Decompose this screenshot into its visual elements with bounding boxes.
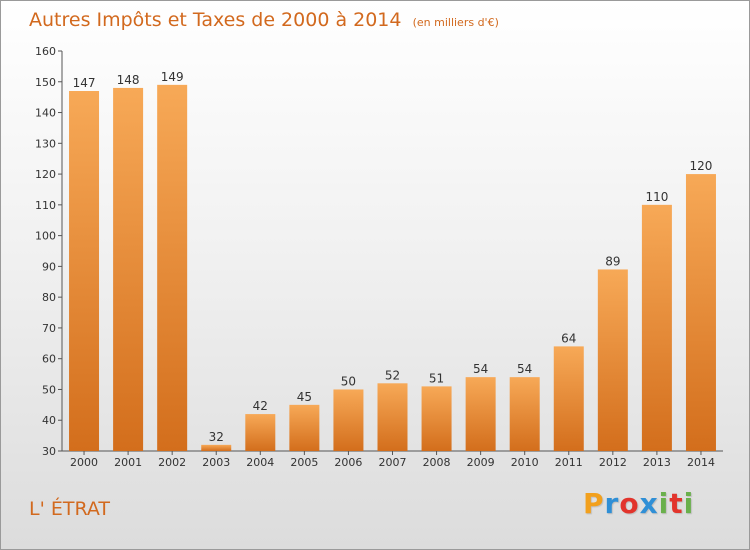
x-tick-label: 2007 — [379, 456, 407, 469]
chart-bars — [69, 84, 716, 452]
bar — [245, 414, 276, 451]
logo-letter: t — [669, 487, 684, 520]
x-tick-label: 2001 — [114, 456, 142, 469]
bar-value-label: 149 — [161, 70, 184, 84]
bar — [421, 386, 452, 451]
y-tick-label: 120 — [35, 168, 56, 181]
bar — [113, 87, 144, 451]
bar-value-label: 64 — [561, 331, 576, 345]
y-tick-label: 110 — [35, 199, 56, 212]
bar — [201, 444, 232, 451]
bar-value-label: 42 — [253, 399, 268, 413]
commune-name: L' ÉTRAT — [29, 498, 111, 520]
y-tick-label: 150 — [35, 76, 56, 89]
y-tick-label: 50 — [42, 383, 56, 396]
y-tick-label: 60 — [42, 353, 56, 366]
y-tick-label: 140 — [35, 107, 56, 120]
logo-letter: r — [604, 487, 620, 520]
x-tick-label: 2012 — [599, 456, 627, 469]
bar-value-label: 120 — [690, 159, 713, 173]
bar — [377, 383, 408, 451]
bar-value-label: 148 — [117, 73, 140, 87]
bar — [465, 377, 496, 451]
chart-unit-text: (en milliers d'€) — [412, 16, 499, 29]
bar — [509, 377, 540, 451]
bar — [289, 404, 320, 451]
y-tick-label: 30 — [42, 445, 56, 458]
x-tick-label: 2003 — [202, 456, 230, 469]
x-tick-label: 2005 — [290, 456, 318, 469]
x-tick-label: 2006 — [334, 456, 362, 469]
x-tick-label: 2010 — [511, 456, 539, 469]
x-tick-label: 2004 — [246, 456, 274, 469]
bar-value-label: 89 — [605, 254, 620, 268]
bar — [641, 204, 672, 451]
bar — [685, 174, 716, 452]
x-tick-label: 2009 — [467, 456, 495, 469]
bar — [553, 346, 584, 451]
x-tick-label: 2014 — [687, 456, 715, 469]
proxiti-logo[interactable]: Proxiti — [583, 487, 694, 520]
logo-letter: x — [639, 487, 659, 520]
logo-letter: P — [583, 487, 605, 520]
logo-letter: i — [683, 487, 695, 520]
bar-value-label: 50 — [341, 374, 356, 388]
bar-value-label: 54 — [473, 362, 488, 376]
bar — [69, 91, 100, 451]
bar — [157, 84, 188, 451]
bar — [597, 269, 628, 451]
bar-value-label: 110 — [645, 190, 668, 204]
chart-title-text: Autres Impôts et Taxes de 2000 à 2014 — [29, 9, 402, 31]
bar-value-label: 147 — [73, 76, 96, 90]
bar-value-label: 54 — [517, 362, 532, 376]
y-tick-label: 90 — [42, 260, 56, 273]
bar — [333, 389, 364, 451]
chart-title: Autres Impôts et Taxes de 2000 à 2014 (e… — [29, 9, 499, 31]
y-tick-label: 70 — [42, 322, 56, 335]
y-tick-label: 160 — [35, 45, 56, 58]
logo-letter: i — [658, 487, 670, 520]
bar-value-label: 45 — [297, 390, 312, 404]
y-tick-label: 130 — [35, 137, 56, 150]
x-tick-label: 2000 — [70, 456, 98, 469]
bar-value-label: 51 — [429, 371, 444, 385]
x-tick-label: 2013 — [643, 456, 671, 469]
x-tick-label: 2011 — [555, 456, 583, 469]
y-tick-label: 80 — [42, 291, 56, 304]
y-tick-label: 40 — [42, 414, 56, 427]
x-tick-label: 2008 — [423, 456, 451, 469]
chart-data-labels: 147 148 149 32 42 45 50 52 51 54 54 64 89 110 120 — [73, 70, 713, 444]
x-tick-label: 2002 — [158, 456, 186, 469]
bar-value-label: 52 — [385, 368, 400, 382]
logo-letter: o — [619, 487, 640, 520]
bar-value-label: 32 — [209, 430, 224, 444]
y-tick-label: 100 — [35, 230, 56, 243]
